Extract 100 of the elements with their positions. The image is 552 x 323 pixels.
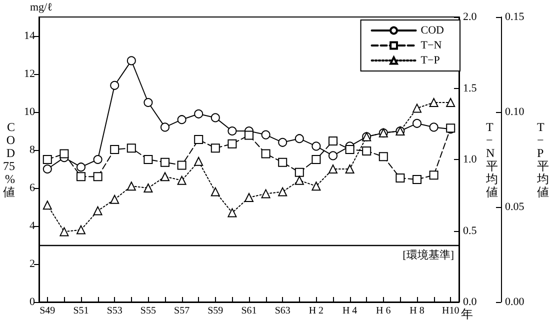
y-tick-label: 14 [24, 30, 36, 42]
point [60, 149, 69, 158]
point [110, 145, 120, 154]
point [328, 164, 338, 174]
point [76, 225, 86, 234]
x-axis-title: 年 [461, 307, 473, 321]
point [378, 152, 388, 162]
point [177, 176, 186, 185]
point [429, 98, 438, 107]
point [278, 138, 288, 147]
point [144, 155, 153, 164]
point [126, 56, 136, 66]
x-tick-label: H 6 [376, 306, 391, 316]
y2-tick-label: 0.5 [463, 224, 478, 237]
point [328, 136, 338, 146]
y3-tick-label: 0.10 [505, 106, 525, 118]
point [446, 98, 456, 107]
y-tick-label: 12 [24, 68, 35, 80]
point [362, 146, 372, 156]
y3-tick-label: 0.05 [505, 201, 525, 213]
point [110, 80, 120, 90]
point [228, 208, 237, 218]
y-tick-label: 2 [30, 258, 35, 270]
point [210, 187, 220, 196]
point [244, 130, 254, 140]
ref-line-label: [環境基準] [402, 248, 454, 262]
x-tick-label: S61 [241, 306, 257, 316]
point [429, 170, 438, 180]
y3-tick-label: 0.15 [505, 11, 525, 23]
point [210, 144, 220, 153]
point [126, 182, 136, 191]
y2-axis-title: T−N平均値 [485, 120, 498, 199]
point [160, 122, 170, 132]
point [76, 172, 86, 182]
legend-label: COD [420, 24, 444, 36]
y3-axis-title: T−P平均値 [536, 120, 549, 199]
point [177, 160, 186, 170]
point [160, 172, 170, 182]
x-tick-label: S53 [106, 306, 122, 316]
point [42, 155, 52, 164]
x-tick-label: H10 [442, 306, 460, 316]
y-tick-label: 6 [30, 182, 36, 194]
point [194, 156, 204, 166]
point [160, 158, 170, 167]
point [228, 126, 237, 136]
x-tick-label: S59 [208, 306, 224, 316]
legend-label: T−P [420, 54, 440, 66]
point [261, 130, 270, 140]
point [429, 122, 438, 132]
point [328, 151, 338, 160]
point [345, 164, 354, 174]
point [76, 162, 86, 172]
y3-tick-label: 0.00 [505, 296, 525, 308]
point [42, 164, 52, 174]
point [261, 189, 270, 198]
y2-tick-label: 1.5 [463, 82, 478, 94]
x-tick-label: S51 [73, 306, 89, 316]
y-axis-title: COD75%値 [3, 120, 16, 199]
point [93, 172, 102, 182]
y-tick-label: 8 [30, 144, 36, 156]
point [294, 134, 304, 144]
legend-label: T−N [420, 40, 442, 52]
y2-tick-label: 0.0 [463, 296, 478, 308]
x-tick-label: H 4 [342, 306, 358, 316]
point [144, 98, 153, 107]
point [210, 113, 220, 122]
y2-tick-label: 2.0 [463, 11, 478, 23]
x-tick-label: S49 [40, 306, 56, 316]
y-tick-label: 0 [30, 296, 36, 308]
point [144, 184, 153, 192]
point [261, 149, 270, 158]
point [312, 155, 321, 164]
point [93, 206, 102, 216]
x-tick-label: S55 [140, 306, 156, 316]
y2-tick-label: 1.0 [463, 154, 478, 166]
point [60, 227, 69, 236]
point [110, 194, 120, 204]
x-tick-label: S63 [274, 306, 290, 316]
point [412, 104, 422, 113]
point [412, 118, 422, 128]
point [312, 182, 321, 191]
point [294, 176, 304, 185]
point [194, 135, 204, 144]
y-tick-label: 4 [30, 220, 36, 232]
point [93, 155, 102, 164]
x-tick-label: H 8 [410, 306, 424, 316]
point [396, 174, 405, 183]
y-tick-label: 10 [24, 106, 36, 118]
point [194, 109, 204, 118]
point [177, 115, 186, 124]
x-tick-label: S57 [174, 306, 190, 316]
point [278, 158, 288, 167]
point [42, 200, 52, 210]
text: mg/ℓ [30, 2, 52, 14]
point [412, 174, 422, 184]
point [345, 145, 354, 154]
point [294, 168, 304, 177]
point [312, 142, 321, 151]
point [244, 193, 254, 202]
point [126, 144, 136, 153]
